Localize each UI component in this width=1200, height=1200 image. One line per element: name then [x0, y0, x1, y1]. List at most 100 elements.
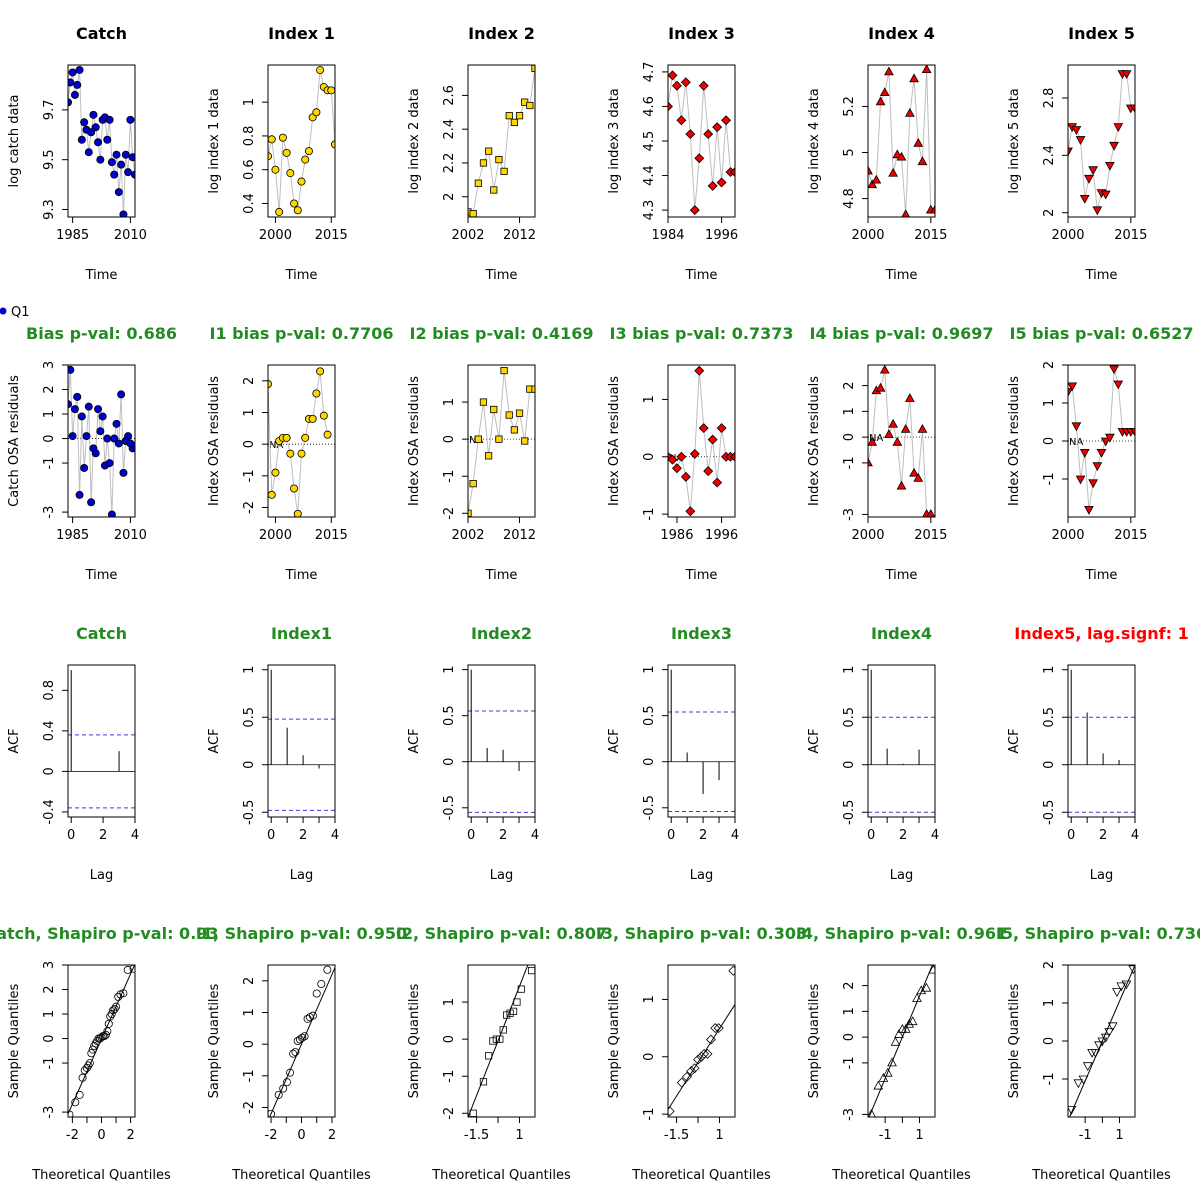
panel-frame — [267, 664, 336, 818]
x-tick-label: -1.5 — [464, 1128, 489, 1143]
data-point — [907, 1016, 918, 1026]
y-tick-label: 1 — [642, 395, 657, 403]
x-tick-label: -1 — [879, 1128, 892, 1143]
data-point — [286, 169, 295, 178]
panel-title: Index 4 — [868, 24, 935, 43]
data-point — [1109, 365, 1119, 375]
x-axis-label: Theoretical Quantiles — [31, 1168, 171, 1183]
panel-title: Catch, Shapiro p-val: 0.93 — [0, 924, 219, 943]
data-point — [671, 463, 682, 474]
x-tick-label: 2 — [99, 828, 107, 843]
data-point — [119, 468, 128, 477]
x-tick-label: 0 — [267, 828, 275, 843]
data-point — [474, 435, 482, 443]
x-axis-label: Time — [885, 568, 918, 583]
data-point — [1088, 479, 1099, 489]
panel-title: I3 bias p-val: 0.7373 — [610, 324, 794, 343]
data-point — [527, 966, 535, 975]
data-point — [101, 1030, 110, 1039]
y-axis-label: Index OSA residuals — [807, 376, 822, 506]
data-point — [1090, 1049, 1101, 1058]
x-tick-label: 2000 — [1051, 228, 1084, 243]
data-point — [1121, 980, 1132, 990]
data-point — [694, 153, 705, 164]
data-point — [693, 1054, 704, 1065]
panel-title: I5 bias p-val: 0.6527 — [1010, 324, 1194, 343]
data-point — [469, 480, 477, 488]
data-point — [316, 367, 325, 376]
x-tick-label: 4 — [331, 828, 339, 843]
data-point — [84, 402, 93, 411]
data-point — [278, 133, 287, 142]
qq-reference-line — [269, 967, 335, 1117]
data-point — [110, 434, 119, 443]
panel-title: I4, Shapiro p-val: 0.961 — [796, 924, 1007, 943]
y-tick-label: 1 — [42, 410, 57, 418]
x-axis-label: Time — [485, 268, 518, 283]
data-point — [900, 423, 911, 433]
data-point — [1094, 1041, 1104, 1051]
panel-title: Index4 — [871, 624, 932, 643]
panel-frame — [67, 364, 136, 518]
data-point — [685, 506, 696, 517]
data-point — [319, 411, 328, 420]
data-point — [80, 463, 89, 472]
y-tick-label: 0 — [842, 1033, 857, 1041]
y-axis-label: ACF — [207, 728, 222, 753]
data-point — [707, 434, 718, 445]
data-point — [686, 1066, 697, 1077]
y-tick-label: -2 — [442, 507, 457, 520]
data-point — [469, 1109, 477, 1117]
legend: Q1 — [0, 305, 30, 320]
data-point — [499, 1026, 507, 1034]
panel-data — [468, 65, 535, 217]
data-point — [327, 86, 335, 95]
panel-frame — [67, 664, 136, 818]
x-axis-label: Lag — [90, 868, 113, 883]
y-axis-label: Index OSA residuals — [1007, 376, 1022, 506]
plot-panel-0-0: Catch Time log catch data 1985 2010 9.3 9.5 9.7 — [7, 24, 147, 283]
y-tick-label: 0.5 — [642, 705, 657, 726]
x-tick-label: 2010 — [114, 528, 147, 543]
x-tick-label: 2 — [126, 1128, 134, 1143]
data-point — [510, 118, 518, 127]
panel-data — [268, 965, 335, 1117]
panel-title: Index 5 — [1068, 24, 1135, 43]
data-point — [928, 965, 935, 974]
data-point — [875, 382, 886, 392]
data-point — [474, 179, 482, 187]
y-tick-label: 2 — [442, 193, 457, 201]
panel-data — [468, 965, 535, 1117]
y-tick-label: -0.5 — [842, 800, 857, 825]
y-axis-label: Index OSA residuals — [407, 376, 422, 506]
plot-panel-0-1: Index 1 Time log index 1 data 2000 2015 0.4 0.… — [207, 24, 348, 283]
x-tick-label: 2015 — [914, 528, 947, 543]
data-point — [1071, 126, 1082, 135]
data-point — [104, 1019, 113, 1028]
data-point — [94, 138, 103, 147]
y-tick-label: 1 — [1042, 399, 1057, 407]
data-point — [505, 112, 513, 120]
panel-data — [68, 365, 135, 517]
x-tick-label: -1 — [1079, 1128, 1092, 1143]
data-point — [316, 66, 325, 75]
data-point — [114, 188, 123, 197]
data-point — [84, 1061, 93, 1070]
data-point — [1100, 437, 1111, 447]
plot-panel-2-3: Index3 Lag ACF 0 2 4 -0.5 0 0.5 1 — [607, 624, 739, 883]
data-point — [888, 167, 899, 177]
panel-data: NA — [468, 366, 535, 517]
data-point — [293, 206, 302, 215]
x-tick-label: 1 — [515, 1128, 523, 1143]
qq-reference-line — [68, 965, 135, 1115]
x-tick-label: 2002 — [451, 528, 484, 543]
y-axis-label: log catch data — [7, 95, 22, 188]
data-point — [124, 168, 133, 177]
data-point — [698, 423, 709, 434]
data-point — [82, 432, 91, 441]
y-tick-label: 2.8 — [1042, 88, 1057, 109]
x-tick-label: 2 — [299, 828, 307, 843]
qq-reference-line — [468, 965, 529, 1117]
data-point — [884, 429, 894, 438]
data-point — [495, 435, 503, 443]
